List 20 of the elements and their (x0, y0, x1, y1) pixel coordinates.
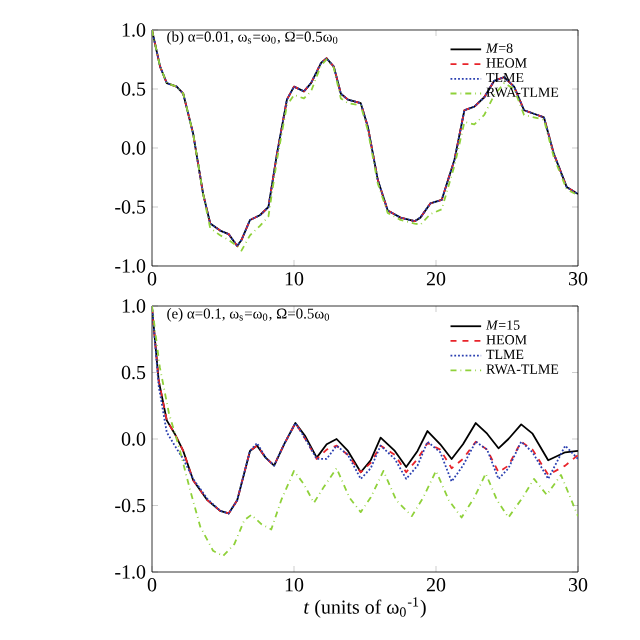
line-series (152, 306, 579, 557)
x-axis-title: t (units of ω$_{0}$$^{-1}$) (304, 597, 426, 618)
x-tick-label: 10 (285, 578, 304, 592)
y-tick-label: -1.0 (115, 565, 146, 579)
x-tick-label: 10 (285, 272, 304, 286)
x-tick-label: 0 (147, 272, 157, 286)
y-tick-label: -1.0 (115, 259, 146, 273)
y-tick-label: 1.0 (122, 299, 146, 313)
x-tick-label: 30 (569, 272, 588, 286)
y-tick-label: 0.0 (121, 432, 146, 446)
x-tick-label: 30 (569, 578, 588, 592)
x-tick-label: 0 (147, 578, 157, 592)
y-tick-label: -0.5 (115, 498, 146, 513)
y-tick-label: 0.5 (121, 82, 146, 96)
x-tick-label: 20 (426, 578, 446, 592)
x-tick-label: 20 (426, 272, 446, 286)
y-tick-label: 0.5 (121, 365, 146, 380)
y-tick-label: 1.0 (122, 23, 146, 37)
y-tick-label: -0.5 (115, 200, 146, 214)
y-tick-label: 0.0 (121, 141, 146, 155)
